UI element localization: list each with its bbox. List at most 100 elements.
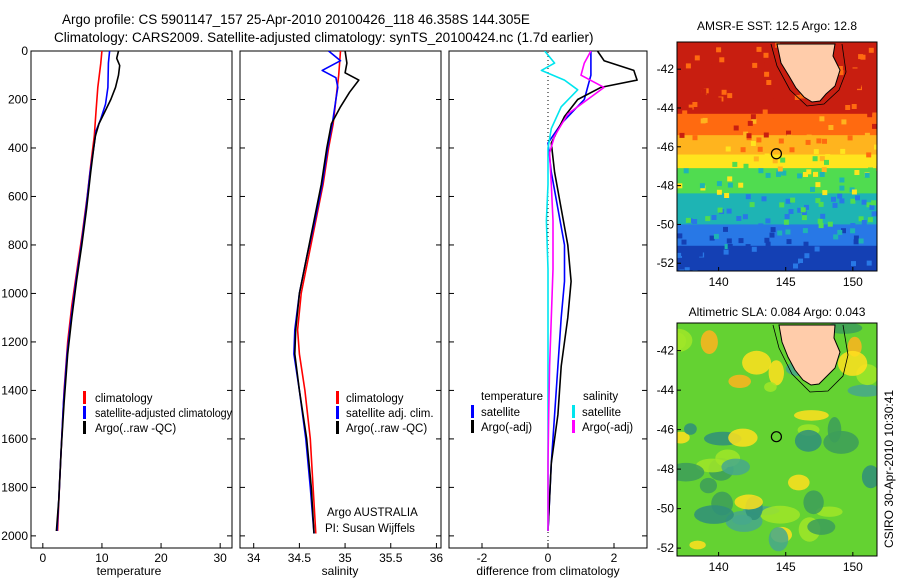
x-tick-label: 0 [545, 551, 552, 565]
sla-blob [684, 423, 697, 435]
salinity-ticks: 34 34.5 35 35.5 36 [240, 50, 443, 565]
series-line-salinity-satellite [540, 51, 579, 531]
sst-pixel [725, 146, 731, 152]
sst-pixel [803, 172, 808, 177]
sst-pixel [681, 239, 687, 245]
sst-pixel [810, 186, 815, 192]
sst-pixel [747, 120, 753, 126]
salinity-panel: 34 34.5 35 35.5 36 salinity climatology sate… [239, 50, 443, 578]
legend-header-temperature: temperature [481, 391, 543, 403]
y-tick-label: 800 [8, 238, 28, 252]
sla-blob [764, 382, 777, 392]
sst-pixel [819, 156, 825, 162]
sst-pixel [701, 57, 707, 63]
sla-blob [734, 494, 763, 510]
x-tick-label: 35.5 [379, 551, 403, 565]
sst-pixel [751, 246, 757, 252]
sst-pixel [723, 249, 729, 255]
sla-blob [768, 360, 784, 386]
sst-pixel [839, 185, 845, 191]
sst-pixel [868, 167, 873, 173]
sst-pixel [872, 112, 877, 118]
sst-pixel [750, 114, 756, 120]
sst-map-frame [676, 41, 878, 272]
sst-pixel [764, 71, 770, 77]
sst-pixel [855, 83, 861, 89]
sla-blob [742, 350, 772, 375]
temperature-legend: climatology satellite-adjusted climatolo… [83, 391, 232, 435]
sst-pixel [867, 58, 873, 64]
sst-pixel [818, 223, 824, 229]
sst-pixel [875, 59, 877, 65]
series-line-argo-raw-qc [293, 51, 360, 534]
sst-pixel [759, 62, 765, 68]
sst-texture [677, 42, 877, 271]
sst-pixel [783, 219, 789, 225]
legend-swatch-climatology [336, 391, 339, 404]
sst-pixel [745, 244, 751, 250]
sst-pixel [819, 172, 825, 177]
sst-pixel [840, 97, 846, 103]
header-line-1: Argo profile: CS 5901147_157 25-Apr-2010… [62, 12, 530, 27]
sla-blob [794, 410, 829, 421]
x-tick-label: 34.5 [288, 551, 312, 565]
sst-pixel [861, 42, 867, 48]
sst-pixel [716, 181, 722, 187]
sst-pixel [765, 218, 771, 224]
sst-pixel [861, 199, 867, 205]
y-tick-label: 1800 [1, 480, 28, 494]
sla-blob [768, 527, 789, 552]
sst-pixel [822, 138, 827, 144]
legend-argo: Argo(..raw -QC) [95, 423, 176, 435]
sst-pixel [820, 213, 826, 219]
sst-pixel [724, 193, 730, 198]
sst-pixel [860, 54, 866, 60]
map-y-tick-label: -42 [657, 62, 675, 76]
sst-pixel [757, 250, 763, 255]
sst-pixel [813, 171, 818, 177]
sst-pixel [716, 189, 722, 195]
sst-pixel [819, 116, 825, 122]
sst-pixel [786, 130, 791, 136]
sst-pixel [790, 197, 796, 203]
temperature-ticks: 0 10 20 30 0 200 400 600 800 1000 1200 1400 1600 1800… [1, 44, 232, 565]
sla-blob [803, 490, 824, 515]
sst-pixel [692, 219, 698, 224]
sst-pixel [804, 253, 810, 259]
sst-pixel [679, 269, 685, 271]
sst-pixel [708, 255, 714, 261]
sst-pixel [821, 167, 827, 173]
sst-pixel [852, 68, 858, 74]
sst-pixel [801, 210, 807, 216]
series-line-salinity-argo-adj [547, 51, 605, 531]
sst-pixel [781, 170, 787, 176]
map-y-tick-label: -52 [657, 256, 675, 270]
sst-pixel [743, 131, 749, 137]
sst-pixel [679, 132, 685, 138]
map-y-tick-label: -46 [657, 423, 675, 437]
sst-pixel [804, 204, 809, 210]
x-tick-label: 35 [338, 551, 352, 565]
legend-satellite-adj: satellite adj. clim. [346, 408, 434, 420]
sst-pixel [724, 244, 730, 249]
sla-map-ticks: 140 145 150 -42 -44 -46 -48 -50 -52 [657, 344, 864, 574]
shelf-contour [770, 43, 847, 107]
sst-pixel [854, 78, 860, 84]
sst-pixel [711, 59, 717, 65]
sst-pixel [851, 261, 856, 267]
sst-band [677, 224, 877, 247]
sst-pixel [756, 46, 762, 52]
sst-band [677, 113, 877, 136]
sst-pixel [684, 267, 690, 271]
sst-pixel [780, 157, 786, 163]
legend-argo: Argo(..raw -QC) [346, 423, 427, 435]
sst-pixel [845, 105, 851, 110]
sst-pixel [818, 201, 824, 207]
sst-pixel [867, 217, 873, 223]
sst-pixel [833, 234, 839, 240]
sst-pixel [763, 132, 769, 138]
sst-pixel [726, 238, 732, 244]
sst-pixel [841, 119, 847, 125]
sla-blob [728, 428, 758, 447]
series-line-temperature-argo-adj [547, 51, 638, 532]
